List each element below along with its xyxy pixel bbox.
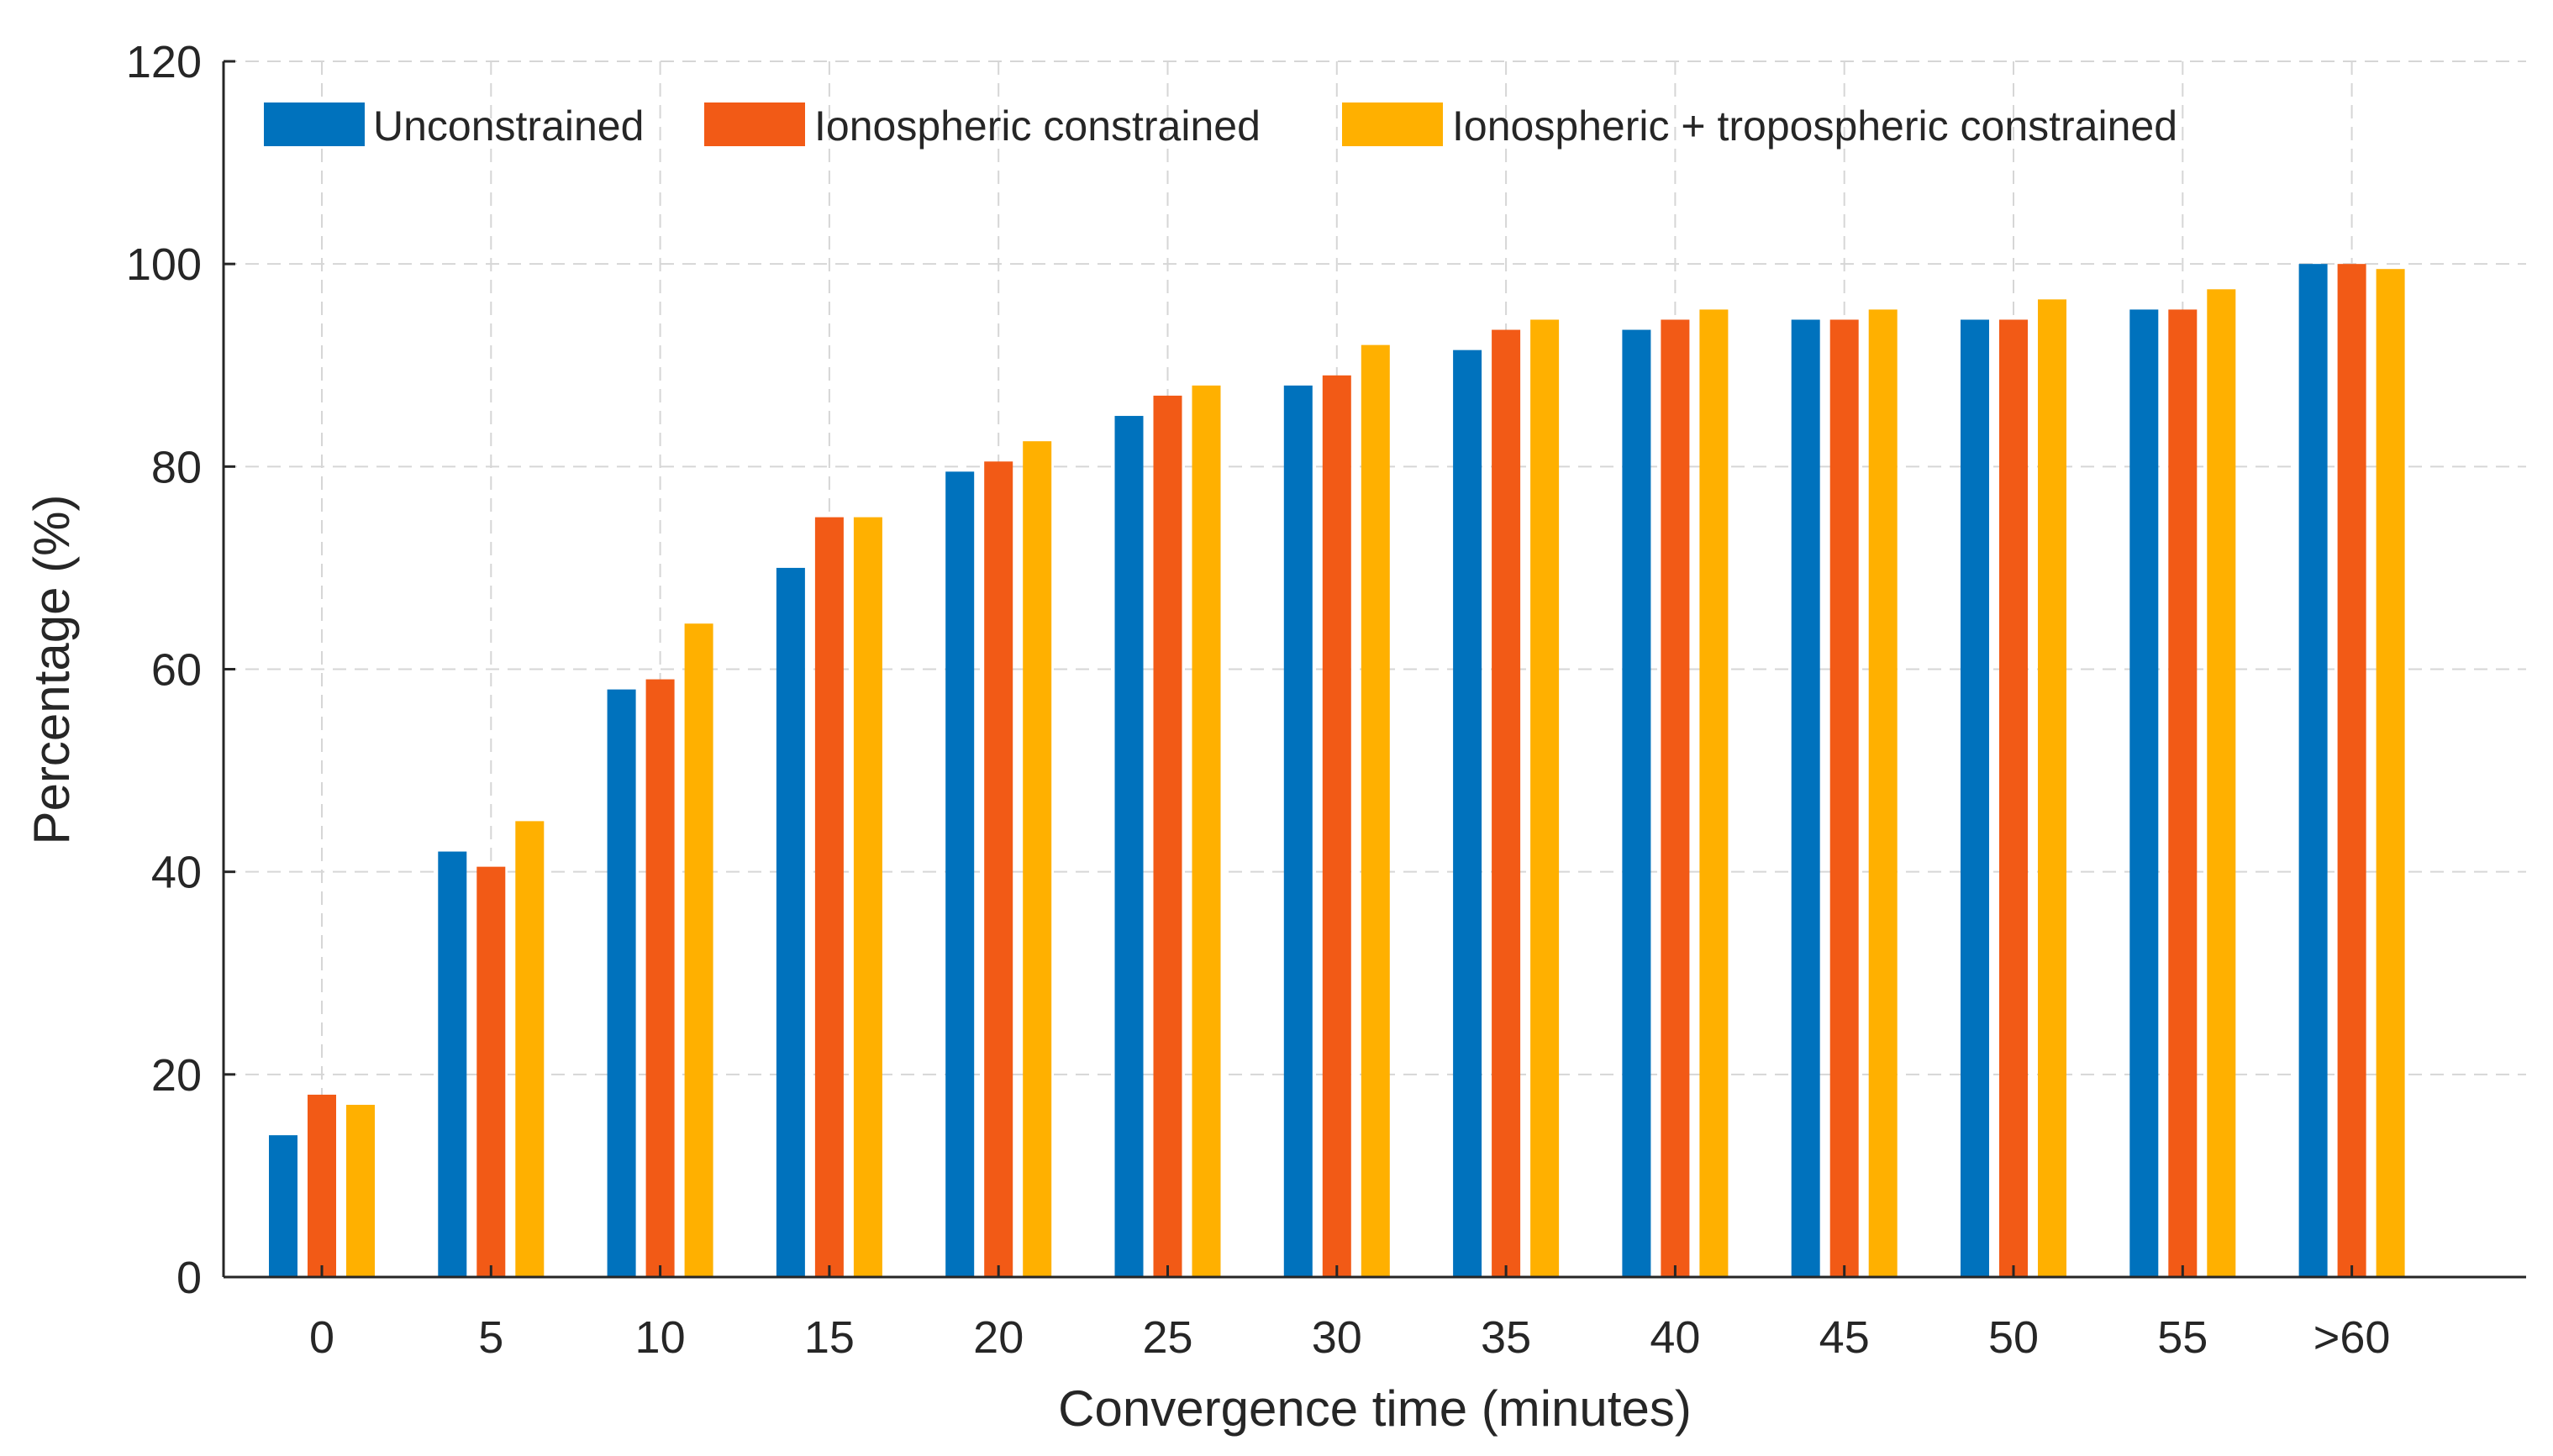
axes: 0 20 40 60 80 100 120 0 5 10 15 20 25 30 35 40 45 50 55 >60: [126, 37, 2526, 1363]
legend-swatch: [1342, 102, 1443, 146]
bar: [1961, 319, 1989, 1277]
y-tick-label: 100: [126, 239, 202, 290]
bar: [1699, 309, 1729, 1277]
bar: [645, 679, 675, 1277]
bar: [269, 1135, 297, 1277]
bar: [1999, 319, 2028, 1277]
y-tick-label: 60: [151, 645, 202, 696]
bar: [1530, 319, 1560, 1277]
x-tick-label: 30: [1312, 1312, 1362, 1363]
bar: [1791, 319, 1820, 1277]
x-tick-label: 50: [1988, 1312, 2039, 1363]
y-tick-label: 20: [151, 1050, 202, 1101]
bar: [2129, 309, 2159, 1277]
bar: [814, 517, 844, 1277]
y-axis-title: Percentage (%): [24, 495, 80, 845]
bar: [438, 851, 467, 1277]
legend-swatch: [264, 102, 365, 146]
bar: [1868, 309, 1898, 1277]
legend: Unconstrained Ionospheric constrained Iono…: [264, 102, 2177, 150]
y-tick-label: 80: [151, 442, 202, 492]
y-tick-label: 120: [126, 37, 202, 87]
bars: [269, 264, 2405, 1278]
bar: [515, 821, 545, 1277]
legend-label: Unconstrained: [373, 102, 644, 150]
bar: [476, 866, 506, 1277]
x-tick-label: 55: [2157, 1312, 2208, 1363]
x-tick-label: >60: [2313, 1312, 2391, 1363]
x-tick-label: 45: [1819, 1312, 1870, 1363]
bar: [1361, 344, 1390, 1278]
bar: [2038, 299, 2066, 1277]
legend-label: Ionospheric constrained: [814, 102, 1261, 150]
x-tick-label: 35: [1481, 1312, 1531, 1363]
bar: [684, 623, 713, 1277]
bar: [346, 1105, 375, 1277]
bar: [308, 1094, 336, 1277]
y-tick-label: 0: [176, 1253, 202, 1303]
bar: [2168, 309, 2198, 1277]
bar: [1661, 319, 1690, 1277]
legend-label: Ionospheric + tropospheric constrained: [1452, 102, 2177, 150]
bar: [2376, 269, 2405, 1278]
bar: [1153, 395, 1182, 1277]
bar: [1114, 416, 1144, 1278]
bar: [776, 567, 805, 1277]
bar: [1023, 441, 1052, 1277]
bar: [1283, 385, 1313, 1277]
legend-swatch: [704, 102, 805, 146]
bar: [1492, 329, 1521, 1277]
x-axis-title: Convergence time (minutes): [1058, 1380, 1692, 1437]
bar: [984, 461, 1013, 1277]
y-tick-label: 40: [151, 848, 202, 898]
x-tick-label: 25: [1142, 1312, 1192, 1363]
bar: [945, 471, 975, 1277]
bar: [2298, 264, 2328, 1278]
bar: [1829, 319, 1859, 1277]
bar: [1453, 350, 1482, 1278]
x-tick-label: 40: [1650, 1312, 1700, 1363]
bar: [1192, 385, 1221, 1277]
x-tick-label: 20: [973, 1312, 1024, 1363]
x-tick-label: 15: [804, 1312, 855, 1363]
bar: [2337, 264, 2366, 1278]
x-tick-label: 0: [309, 1312, 334, 1363]
bar: [853, 517, 882, 1277]
x-tick-label: 5: [478, 1312, 503, 1363]
bar: [1322, 375, 1351, 1277]
bar: [607, 689, 636, 1277]
x-tick-label: 10: [635, 1312, 686, 1363]
bar: [1622, 329, 1651, 1277]
bar: [2207, 289, 2236, 1277]
